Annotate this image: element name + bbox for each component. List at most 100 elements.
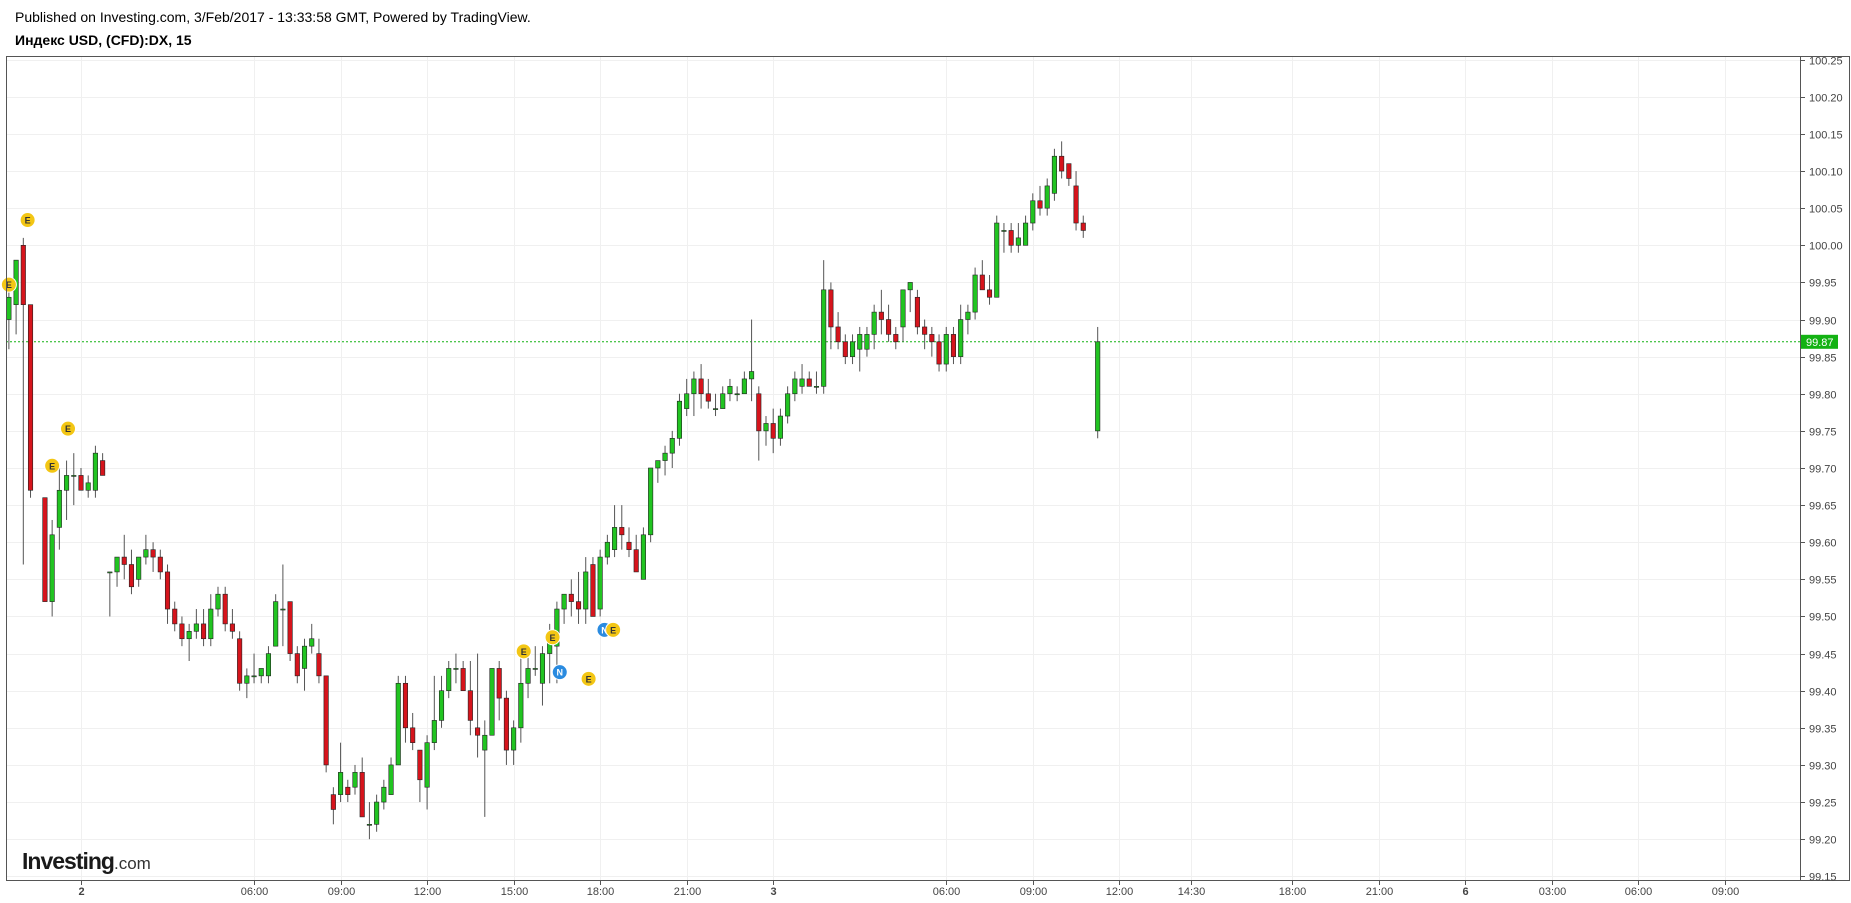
event-marker-label: E (25, 216, 31, 226)
candle-body-down (1066, 163, 1072, 179)
candle-body-up (994, 222, 1000, 298)
published-caption: Published on Investing.com, 3/Feb/2017 -… (15, 9, 531, 25)
y-tick-label: 99.65 (1809, 501, 1837, 513)
candle-body-up (871, 311, 877, 335)
x-tick-label: 15:00 (501, 886, 529, 898)
candle-body-down (78, 475, 84, 491)
x-tick-label: 06:00 (1625, 886, 1653, 898)
candle-body-up (539, 653, 546, 684)
candle (489, 668, 495, 736)
candle (705, 378, 711, 409)
candle (431, 675, 437, 751)
candle-body-down (568, 593, 574, 602)
candle (835, 312, 841, 350)
candle-body-down (828, 289, 834, 328)
economic-event-marker[interactable]: E (0, 276, 17, 293)
candle-body-up (309, 638, 315, 647)
event-marker-label: E (65, 424, 71, 434)
candle (121, 534, 127, 580)
candle (532, 646, 538, 676)
candle (763, 416, 769, 446)
candle-body-down (172, 608, 178, 625)
candle (676, 393, 683, 446)
candle-body-down (626, 541, 632, 550)
candle (186, 623, 192, 662)
candle-body-up (244, 675, 250, 684)
candle-body-up (136, 556, 142, 580)
candle (208, 594, 214, 647)
candle-body-down (503, 697, 509, 751)
economic-event-marker[interactable]: E (44, 457, 61, 474)
candle (402, 675, 409, 743)
candle (1095, 326, 1101, 439)
candle-body-up (215, 593, 221, 610)
y-tick-label: 99.80 (1809, 390, 1837, 402)
candle-body-up (511, 727, 517, 751)
investing-logo: Investing.com (22, 848, 151, 875)
candle (294, 646, 300, 684)
candle (568, 579, 574, 617)
candle-body-up (388, 764, 394, 795)
candle-body-up (301, 645, 308, 669)
candle (374, 794, 380, 832)
event-marker-label: E (586, 674, 592, 684)
event-marker-circle (0, 276, 17, 293)
candle (986, 274, 993, 305)
candle (157, 549, 163, 580)
candle-body-down (475, 727, 481, 736)
candle (395, 675, 401, 766)
candle-body-down (201, 623, 207, 640)
candle (979, 260, 985, 291)
candle (590, 557, 596, 617)
candle (503, 690, 509, 765)
event-marker-label: N (601, 625, 608, 635)
y-tick-label: 99.30 (1809, 761, 1837, 773)
candle-body-up (446, 668, 452, 692)
candle-body-down (460, 668, 466, 692)
news-event-marker[interactable]: N (551, 664, 568, 681)
candle (460, 661, 466, 692)
candle (301, 638, 308, 691)
candle-body-up (1030, 200, 1036, 224)
x-tick-label: 3 (770, 886, 776, 898)
candle (1023, 215, 1029, 246)
candle-body-up (640, 534, 646, 580)
economic-event-marker[interactable]: E (544, 629, 561, 646)
y-tick-label: 100.00 (1809, 241, 1843, 253)
candle (222, 586, 228, 632)
candle (1001, 223, 1007, 253)
candle-body-down (42, 497, 48, 602)
candle (734, 386, 740, 402)
economic-event-marker[interactable]: E (60, 420, 77, 437)
candles (6, 141, 1101, 840)
candle-body-up (338, 772, 344, 795)
candle (287, 601, 293, 662)
candle-body-down (345, 786, 351, 795)
x-tick-label: 6 (1462, 886, 1468, 898)
economic-event-marker[interactable]: E (580, 670, 597, 687)
candle-body-down (164, 571, 171, 610)
candle-body-up (71, 475, 77, 477)
candle-body-up (273, 601, 279, 647)
x-tick-label: 06:00 (241, 886, 269, 898)
candle-body-down (770, 423, 776, 439)
economic-event-marker[interactable]: E (19, 212, 36, 229)
candle-body-up (114, 556, 120, 573)
candle-body-down (936, 341, 942, 365)
candle (92, 445, 98, 498)
candle-body-up (669, 438, 675, 454)
candle-body-up (763, 423, 769, 432)
candle-body-down (1059, 155, 1065, 172)
candle (936, 334, 942, 372)
candle-body-down (950, 334, 957, 357)
economic-event-marker[interactable]: E (605, 621, 622, 638)
last-price-label: 99.87 (1806, 337, 1834, 349)
y-tick-label: 100.20 (1809, 93, 1843, 105)
candle-body-down (922, 326, 928, 335)
candle (438, 675, 445, 728)
candle-body-up (258, 668, 264, 677)
y-tick-label: 99.70 (1809, 464, 1837, 476)
economic-event-marker[interactable]: E (515, 643, 532, 660)
candle (648, 467, 654, 543)
